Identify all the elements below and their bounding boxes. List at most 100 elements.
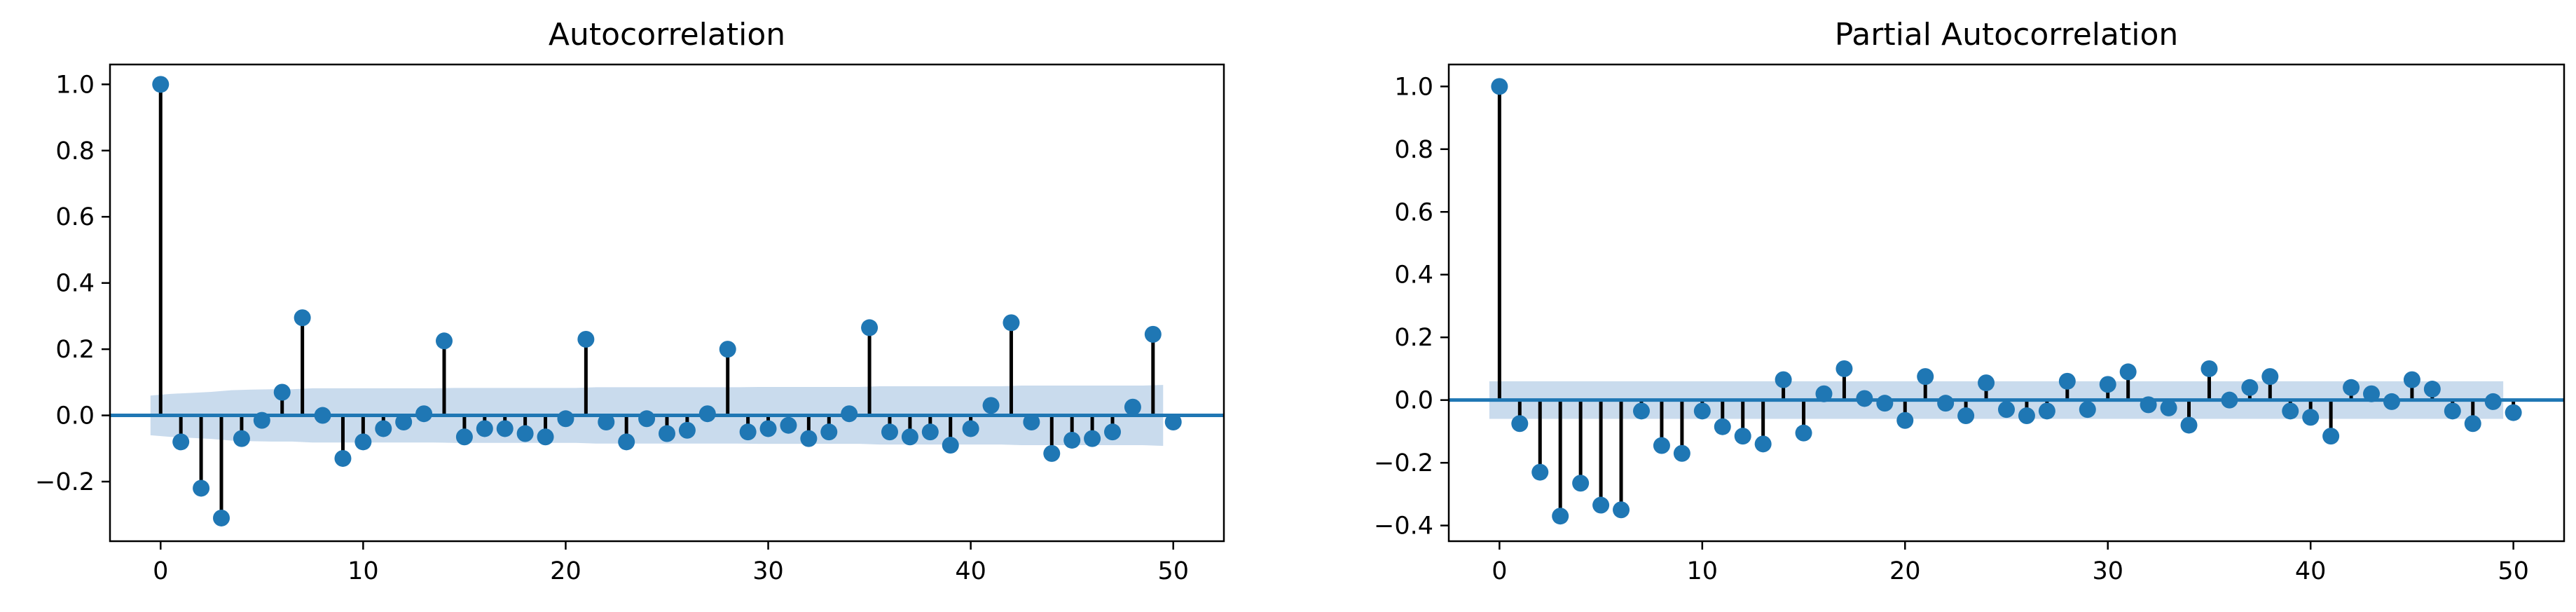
- data-point: [1511, 415, 1529, 433]
- data-point: [780, 416, 797, 434]
- data-point: [2038, 402, 2055, 420]
- data-point: [2079, 401, 2096, 419]
- data-point: [638, 410, 656, 428]
- y-tick-label: 0.4: [55, 270, 95, 298]
- data-point: [2241, 379, 2259, 396]
- data-point: [2403, 371, 2420, 388]
- data-point: [2343, 379, 2360, 396]
- data-point: [1673, 444, 1690, 462]
- data-point: [1754, 435, 1772, 453]
- data-point: [557, 410, 574, 428]
- data-point: [1043, 444, 1061, 462]
- data-point: [1491, 78, 1508, 95]
- data-point: [1613, 501, 1630, 519]
- data-point: [436, 332, 453, 350]
- data-point: [375, 420, 392, 437]
- data-point: [618, 433, 635, 451]
- data-point: [1815, 385, 1833, 402]
- data-point: [334, 449, 352, 467]
- x-tick-label: 40: [955, 557, 986, 585]
- data-point: [2505, 404, 2522, 421]
- y-tick-label: −0.2: [1374, 449, 1433, 477]
- data-point: [841, 405, 858, 423]
- data-point: [2140, 396, 2157, 414]
- data-point: [213, 509, 230, 526]
- data-point: [1104, 423, 1121, 441]
- data-point: [1552, 508, 1569, 525]
- data-point: [1856, 390, 1873, 407]
- x-tick-label: 50: [2498, 557, 2529, 585]
- data-point: [2200, 360, 2218, 377]
- data-point: [1084, 430, 1101, 447]
- data-point: [2322, 428, 2340, 445]
- data-point: [1164, 414, 1182, 430]
- data-point: [1714, 418, 1731, 435]
- data-point: [2444, 402, 2461, 420]
- chart-title: Autocorrelation: [549, 17, 785, 53]
- data-point: [152, 76, 170, 93]
- data-point: [1632, 402, 1650, 420]
- x-tick-label: 20: [550, 557, 581, 585]
- x-tick-label: 50: [1157, 557, 1189, 585]
- data-point: [800, 430, 818, 447]
- data-point: [455, 428, 473, 446]
- data-point: [1937, 395, 1955, 412]
- data-point: [739, 423, 757, 441]
- data-point: [1917, 368, 1934, 386]
- data-point: [1144, 325, 1162, 343]
- data-point: [2058, 372, 2076, 390]
- data-point: [1023, 414, 1040, 430]
- data-point: [1124, 398, 1141, 416]
- data-point: [2221, 391, 2238, 409]
- y-tick-label: 0.8: [1394, 136, 1433, 164]
- x-tick-label: 30: [2092, 557, 2123, 585]
- data-point: [476, 420, 493, 437]
- y-tick-label: 1.0: [55, 71, 95, 99]
- data-point: [698, 405, 716, 423]
- partial-autocorrelation-chart: 0 10 20 30 40 50 −0.4 −0.2 0.0 0.2 0.4 0.6 0.8 1.0 Par…: [1374, 17, 2565, 585]
- x-tick-label: 20: [1889, 557, 1921, 585]
- data-point: [2160, 399, 2177, 416]
- axes-frame: [109, 63, 1225, 543]
- y-tick-label: 0.0: [1394, 387, 1433, 415]
- autocorrelation-chart: 0 10 20 30 40 50 −0.2 0.0 0.2 0.4 0.6 0.8 1.0 Autocor…: [35, 17, 1225, 585]
- data-point: [2282, 402, 2299, 420]
- x-tick-label: 40: [2295, 557, 2327, 585]
- data-point: [354, 433, 372, 451]
- x-tick-label: 10: [1687, 557, 1719, 585]
- x-tick-label: 0: [153, 557, 168, 585]
- data-point: [1653, 437, 1670, 454]
- data-point: [659, 425, 675, 442]
- data-point: [759, 420, 777, 437]
- axes-frame: [1447, 63, 2565, 543]
- y-tick-label: 0.6: [55, 203, 95, 231]
- data-point: [1998, 401, 2015, 419]
- data-point: [193, 480, 210, 497]
- data-point: [2363, 385, 2381, 402]
- data-point: [982, 397, 1000, 414]
- data-point: [1572, 475, 1590, 492]
- x-tick-label: 0: [1492, 557, 1507, 585]
- y-tick-label: 1.0: [1394, 73, 1433, 101]
- data-point: [496, 420, 514, 437]
- data-point: [2018, 407, 2035, 425]
- chart-title: Partial Autocorrelation: [1835, 17, 2179, 53]
- data-point: [537, 428, 554, 446]
- y-tick-label: 0.2: [55, 336, 95, 364]
- data-point: [314, 407, 331, 424]
- data-point: [172, 433, 190, 451]
- data-point: [678, 421, 696, 439]
- data-point: [294, 309, 311, 327]
- y-tick-label: 0.8: [55, 137, 95, 165]
- data-point: [253, 412, 270, 429]
- data-point: [1795, 424, 1812, 442]
- y-tick-label: −0.4: [1374, 512, 1433, 540]
- data-point: [233, 430, 250, 447]
- data-point: [1003, 314, 1020, 332]
- y-tick-label: 0.4: [1394, 261, 1433, 290]
- data-point: [1896, 412, 1914, 429]
- data-point: [1693, 402, 1711, 420]
- data-point: [1734, 428, 1751, 445]
- data-point: [1775, 371, 1792, 388]
